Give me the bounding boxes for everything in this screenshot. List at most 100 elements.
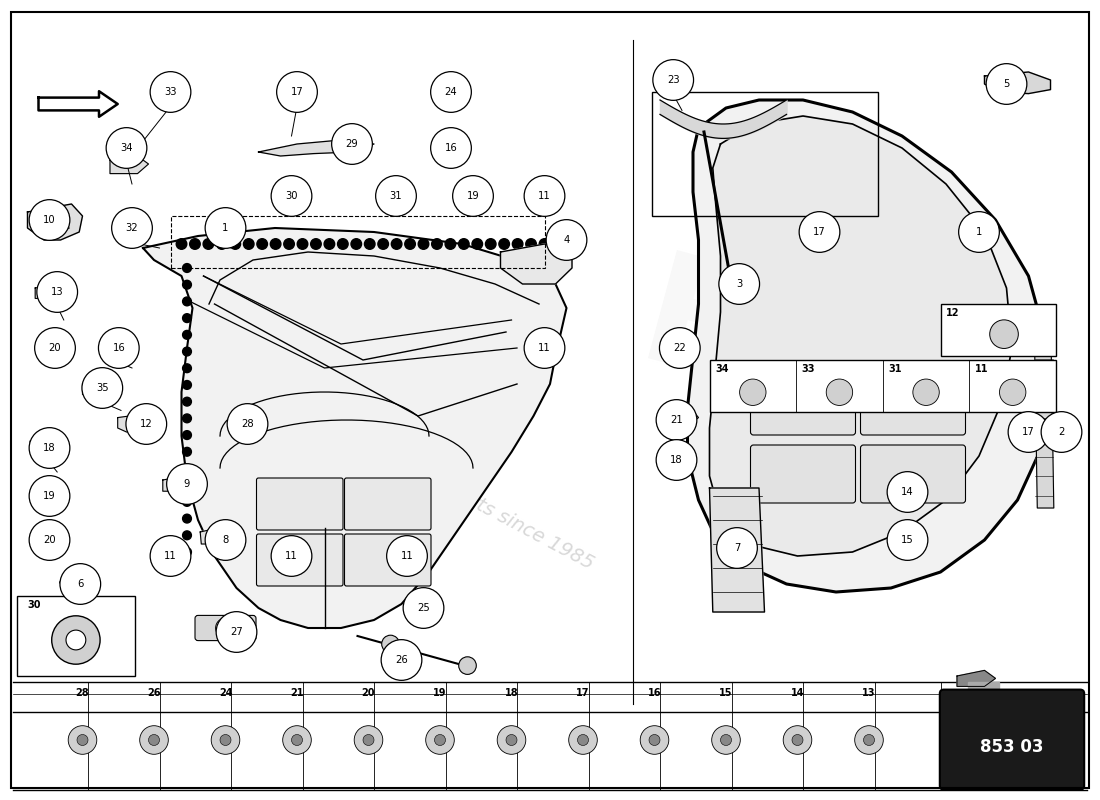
Circle shape [887, 472, 928, 512]
Polygon shape [35, 284, 64, 298]
Text: 11: 11 [400, 551, 414, 561]
Circle shape [524, 328, 565, 368]
Text: 20: 20 [362, 688, 375, 698]
Bar [170, 216, 544, 268]
Text: 8: 8 [222, 535, 229, 545]
Polygon shape [28, 204, 82, 240]
Text: 17: 17 [290, 87, 304, 97]
Circle shape [271, 238, 281, 250]
Text: 15: 15 [719, 688, 733, 698]
Text: 28: 28 [76, 688, 89, 698]
Circle shape [29, 476, 70, 516]
Circle shape [499, 238, 509, 250]
Circle shape [485, 238, 496, 250]
Circle shape [720, 734, 732, 746]
Text: 1: 1 [222, 223, 229, 233]
Circle shape [354, 726, 383, 754]
Text: 6: 6 [77, 579, 84, 589]
Circle shape [183, 280, 191, 289]
Polygon shape [118, 414, 148, 432]
Polygon shape [968, 682, 999, 690]
Polygon shape [143, 228, 566, 628]
Circle shape [176, 238, 187, 250]
Circle shape [405, 238, 416, 250]
Circle shape [717, 528, 758, 568]
Circle shape [513, 238, 522, 250]
Circle shape [150, 72, 191, 112]
Circle shape [283, 726, 311, 754]
Text: 26: 26 [147, 688, 161, 698]
FancyBboxPatch shape [860, 445, 966, 503]
Circle shape [526, 238, 537, 250]
Circle shape [578, 734, 588, 746]
Circle shape [524, 176, 565, 216]
Text: 30: 30 [28, 600, 41, 610]
Text: 17: 17 [1022, 427, 1035, 437]
Text: 1: 1 [976, 227, 982, 237]
Text: 13: 13 [862, 688, 876, 698]
Circle shape [660, 328, 701, 368]
Circle shape [183, 464, 191, 473]
Circle shape [183, 514, 191, 523]
Text: 16: 16 [444, 143, 458, 153]
Circle shape [739, 379, 766, 406]
Circle shape [77, 734, 88, 746]
Text: 9: 9 [184, 479, 190, 489]
Circle shape [338, 238, 348, 250]
Circle shape [792, 734, 803, 746]
Circle shape [68, 726, 97, 754]
Circle shape [453, 176, 494, 216]
Circle shape [1000, 379, 1026, 406]
Circle shape [216, 618, 235, 638]
Circle shape [140, 726, 168, 754]
Text: 11: 11 [285, 551, 298, 561]
Text: 11: 11 [164, 551, 177, 561]
FancyBboxPatch shape [256, 478, 343, 530]
Text: 27: 27 [230, 627, 243, 637]
Circle shape [126, 404, 167, 444]
Polygon shape [500, 244, 572, 284]
Text: 853 03: 853 03 [980, 738, 1044, 756]
Polygon shape [688, 100, 1050, 592]
Circle shape [284, 238, 295, 250]
Circle shape [539, 238, 550, 250]
Circle shape [459, 657, 476, 674]
Text: 32: 32 [125, 223, 139, 233]
Text: 19: 19 [433, 688, 447, 698]
Circle shape [1042, 412, 1081, 452]
Circle shape [183, 547, 191, 557]
Text: 22: 22 [673, 343, 686, 353]
Circle shape [506, 734, 517, 746]
Circle shape [426, 726, 454, 754]
Polygon shape [110, 156, 148, 174]
Circle shape [257, 238, 267, 250]
Circle shape [183, 398, 191, 406]
Circle shape [418, 238, 429, 250]
Polygon shape [200, 528, 225, 544]
FancyBboxPatch shape [344, 534, 431, 586]
Circle shape [183, 430, 191, 439]
Circle shape [649, 734, 660, 746]
Text: 33: 33 [164, 87, 177, 97]
Circle shape [183, 347, 191, 356]
Text: 29: 29 [345, 139, 359, 149]
Circle shape [381, 640, 422, 680]
Circle shape [1009, 412, 1049, 452]
Circle shape [107, 128, 147, 168]
Circle shape [434, 734, 446, 746]
Circle shape [66, 630, 86, 650]
Polygon shape [1034, 308, 1054, 508]
Text: 21: 21 [290, 688, 304, 698]
Circle shape [183, 447, 191, 456]
Polygon shape [668, 336, 698, 354]
Circle shape [183, 498, 191, 506]
Circle shape [167, 464, 208, 504]
Circle shape [351, 238, 362, 250]
Text: 19: 19 [43, 491, 56, 501]
Text: 26: 26 [395, 655, 408, 665]
Text: 12: 12 [946, 308, 959, 318]
Circle shape [324, 238, 334, 250]
Text: 4: 4 [563, 235, 570, 245]
Circle shape [205, 520, 246, 560]
Polygon shape [984, 72, 1050, 94]
